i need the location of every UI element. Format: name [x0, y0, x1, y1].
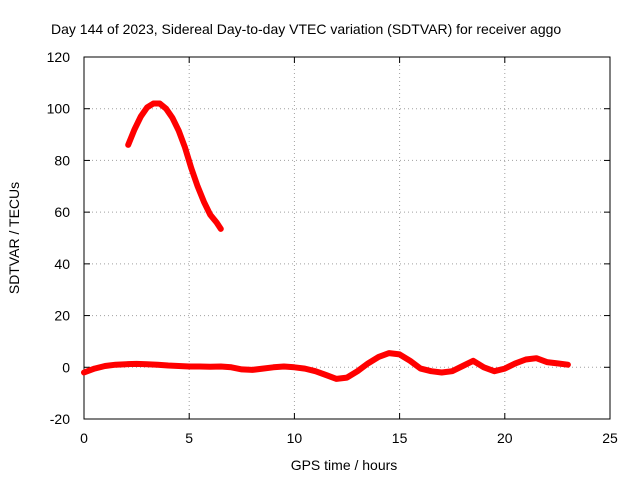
x-tick-label: 20 — [497, 430, 513, 446]
grid-layer — [84, 57, 610, 419]
y-tick-label: 120 — [47, 49, 71, 65]
y-tick-label: 40 — [54, 256, 70, 272]
x-tick-label: 25 — [602, 430, 618, 446]
y-tick-label: -20 — [50, 411, 70, 427]
series-line-arc-1 — [125, 100, 224, 232]
y-tick-label: 0 — [62, 359, 70, 375]
series-line-arc-2 — [81, 350, 571, 382]
x-axis-label: GPS time / hours — [291, 457, 398, 473]
y-tick-label: 80 — [54, 152, 70, 168]
x-tick-label: 5 — [185, 430, 193, 446]
x-tick-label: 15 — [392, 430, 408, 446]
tick-layer: 0 5 10 15 20 25 -20 0 20 40 60 80 100 120 — [47, 49, 618, 446]
plot-frame — [83, 56, 611, 420]
y-axis-label: SDTVAR / TECUs — [6, 182, 22, 294]
y-tick-label: 100 — [47, 101, 71, 117]
x-tick-label: 10 — [287, 430, 303, 446]
x-tick-label: 0 — [80, 430, 88, 446]
y-tick-label: 60 — [54, 204, 70, 220]
chart-title: Day 144 of 2023, Sidereal Day-to-day VTE… — [51, 21, 561, 37]
y-tick-label: 20 — [54, 308, 70, 324]
series-layer — [81, 100, 571, 382]
